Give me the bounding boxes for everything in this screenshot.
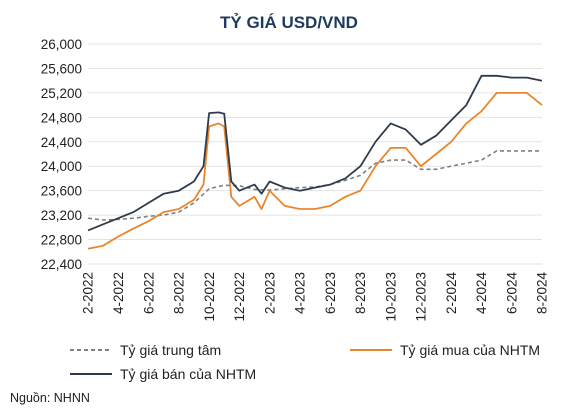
x-tick-label: 4-2022 (111, 272, 126, 314)
legend-label: Tỷ giá trung tâm (120, 342, 221, 358)
y-tick-label: 22,800 (41, 233, 82, 248)
x-tick-label: 12-2023 (414, 272, 429, 322)
y-tick-label: 23,600 (41, 184, 82, 199)
x-tick-label: 6-2022 (141, 272, 156, 314)
grid (88, 43, 542, 265)
x-tick-label: 2-2022 (81, 272, 96, 314)
x-tick-label: 6-2024 (504, 272, 519, 315)
x-tick-label: 10-2022 (202, 272, 217, 322)
series-layer (87, 74, 543, 250)
y-tick-label: 24,800 (41, 110, 82, 125)
x-tick-label: 12-2022 (232, 272, 247, 322)
series-line-3 (87, 74, 543, 232)
y-axis-ticks: 22,400 22,800 23,200 23,600 24,000 24,400 24,8… (41, 37, 82, 272)
y-tick-label: 26,000 (41, 37, 82, 52)
y-tick-label: 25,200 (41, 86, 82, 101)
y-tick-label: 25,600 (41, 61, 82, 76)
y-tick-label: 22,400 (41, 257, 82, 272)
x-tick-label: 4-2024 (474, 272, 489, 315)
x-tick-label: 8-2024 (535, 272, 550, 315)
series-line-2 (87, 92, 543, 250)
legend: Tỷ giá trung tâm Tỷ giá mua của NHTM Tỷ gi… (70, 342, 540, 382)
chart-title: TỶ GIÁ USD/VND (220, 13, 358, 32)
y-tick-label: 23,200 (41, 208, 82, 223)
x-tick-label: 8-2022 (172, 272, 187, 314)
legend-label: Tỷ giá mua của NHTM (400, 342, 540, 358)
x-tick-label: 4-2023 (293, 272, 308, 314)
x-tick-label: 2-2023 (262, 272, 277, 314)
legend-label: Tỷ giá bán của NHTM (120, 366, 256, 382)
x-tick-label: 2-2024 (444, 272, 459, 315)
x-axis-ticks: 2-2022 4-2022 6-2022 8-2022 10-2022 12-2022 2-… (81, 272, 550, 322)
x-tick-label: 6-2023 (323, 272, 338, 314)
y-tick-label: 24,400 (41, 135, 82, 150)
x-tick-label: 8-2023 (353, 272, 368, 314)
x-tick-label: 10-2023 (383, 272, 398, 322)
y-tick-label: 24,000 (41, 159, 82, 174)
source-note: Nguồn: NHNN (10, 391, 90, 405)
